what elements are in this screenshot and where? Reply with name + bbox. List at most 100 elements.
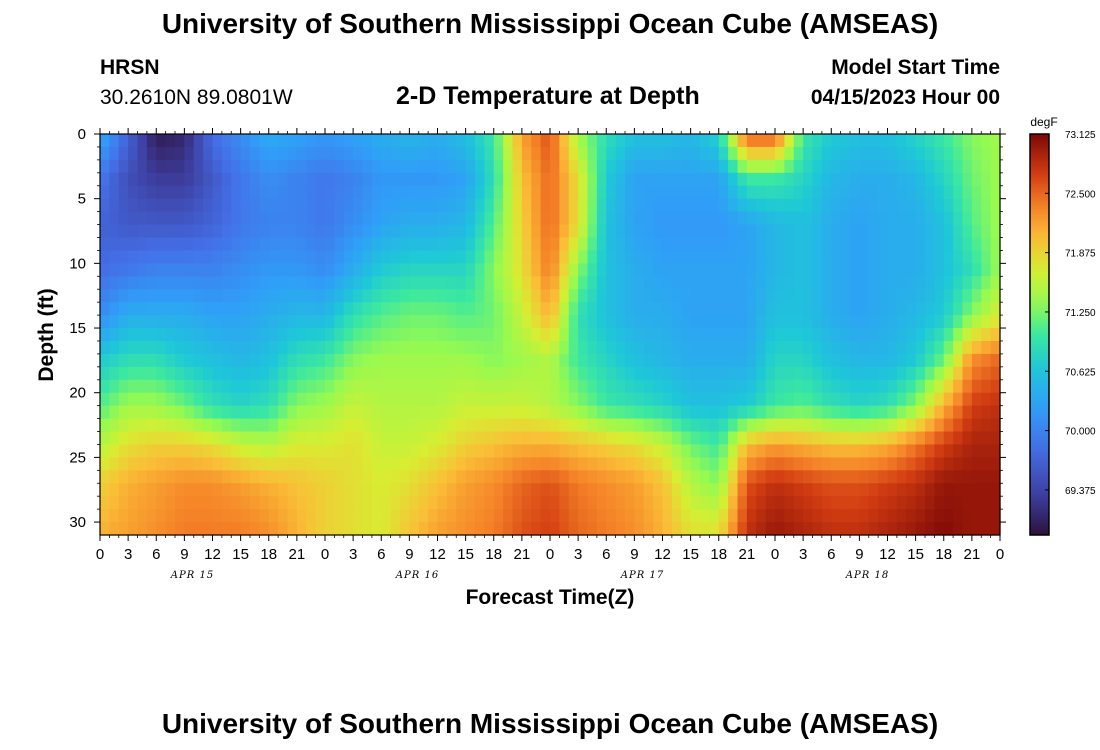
heatmap-cell (568, 302, 579, 316)
heatmap-cell (756, 496, 767, 510)
heatmap-cell (325, 457, 335, 471)
heatmap-cell (578, 431, 589, 446)
heatmap-cell (550, 328, 560, 342)
heatmap-cell (793, 470, 804, 484)
heatmap-cell (559, 159, 570, 174)
heatmap-cell (915, 509, 926, 523)
heatmap-cell (784, 237, 795, 252)
heatmap-cell (587, 146, 598, 161)
heatmap-cell (278, 276, 289, 290)
heatmap-cell (550, 237, 560, 252)
heatmap-cell (156, 276, 167, 290)
heatmap-cell (165, 457, 176, 471)
heatmap-cell (418, 353, 429, 368)
heatmap-cell (625, 172, 635, 187)
heatmap-cell (906, 392, 917, 407)
heatmap-cell (212, 289, 223, 303)
heatmap-cell (690, 457, 701, 471)
heatmap-cell (540, 340, 551, 355)
x-tick-label: 18 (485, 546, 502, 563)
heatmap-cell (165, 224, 176, 239)
heatmap-cell (512, 379, 523, 394)
x-tick-label: 18 (710, 546, 727, 563)
heatmap-cell (756, 198, 767, 213)
heatmap-cell (287, 198, 298, 213)
heatmap-cell (718, 302, 729, 316)
heatmap-cell (475, 509, 485, 523)
heatmap-cell (212, 263, 223, 277)
heatmap-cell (446, 457, 457, 471)
heatmap-cell (756, 509, 767, 523)
heatmap-cell (118, 250, 129, 264)
heatmap-cell (746, 211, 757, 226)
heatmap-cell (587, 276, 598, 290)
heatmap-cell (203, 328, 214, 342)
heatmap-cell (587, 315, 598, 329)
heatmap-cell (381, 522, 392, 536)
heatmap-cell (146, 328, 157, 342)
heatmap-cell (746, 289, 757, 303)
heatmap-cell (821, 172, 832, 187)
heatmap-cell (625, 431, 635, 446)
heatmap-cell (137, 146, 148, 161)
heatmap-cell (831, 224, 842, 239)
x-tick-label: 9 (855, 546, 863, 563)
heatmap-cell (606, 276, 617, 290)
heatmap-cell (250, 366, 260, 381)
heatmap-cell (850, 237, 860, 252)
heatmap-cell (278, 263, 289, 277)
heatmap-cell (868, 340, 879, 355)
heatmap-cell (165, 431, 176, 446)
heatmap-cell (775, 315, 785, 329)
heatmap-cell (137, 366, 148, 381)
heatmap-cell (371, 457, 382, 471)
heatmap-cell (540, 250, 551, 264)
heatmap-cell (456, 237, 467, 252)
heatmap-cell (400, 276, 410, 290)
heatmap-cell (587, 405, 598, 420)
heatmap-cell (756, 405, 767, 420)
heatmap-cell (512, 224, 523, 239)
heatmap-cell (821, 237, 832, 252)
heatmap-cell (118, 444, 129, 458)
heatmap-cell (625, 418, 635, 433)
heatmap-cell (109, 483, 120, 497)
heatmap-cell (718, 328, 729, 342)
heatmap-cell (868, 470, 879, 484)
heatmap-cell (878, 159, 889, 174)
heatmap-cell (531, 237, 542, 252)
heatmap-cell (343, 392, 354, 407)
heatmap-cell (184, 211, 195, 226)
heatmap-cell (943, 444, 954, 458)
heatmap-cell (503, 509, 514, 523)
heatmap-cell (400, 263, 410, 277)
heatmap-cell (784, 289, 795, 303)
heatmap-cell (596, 444, 607, 458)
heatmap-cell (765, 315, 776, 329)
heatmap-cell (175, 224, 185, 239)
heatmap-cell (296, 431, 307, 446)
heatmap-cell (812, 134, 823, 148)
heatmap-cell (868, 431, 879, 446)
heatmap-cell (887, 405, 898, 420)
heatmap-cell (925, 263, 935, 277)
heatmap-cell (531, 198, 542, 213)
heatmap-cell (493, 509, 504, 523)
heatmap-cell (100, 483, 110, 497)
heatmap-cell (156, 146, 167, 161)
heatmap-cell (934, 431, 945, 446)
heatmap-cell (184, 315, 195, 329)
heatmap-cell (278, 224, 289, 239)
heatmap-cell (765, 250, 776, 264)
heatmap-cell (446, 159, 457, 174)
heatmap-cell (625, 353, 635, 368)
heatmap-cell (325, 263, 335, 277)
heatmap-cell (437, 276, 448, 290)
heatmap-cell (850, 211, 860, 226)
heatmap-cell (296, 159, 307, 174)
heatmap-cell (531, 289, 542, 303)
heatmap-cell (718, 379, 729, 394)
heatmap-cell (746, 483, 757, 497)
heatmap-cell (381, 470, 392, 484)
heatmap-cell (878, 483, 889, 497)
